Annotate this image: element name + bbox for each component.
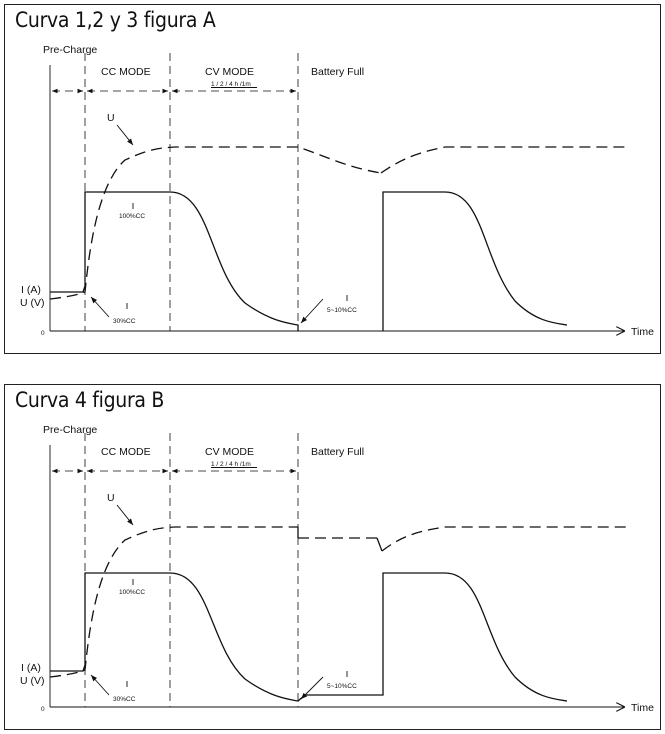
time-axis-label: Time bbox=[631, 326, 654, 338]
voltage-curve bbox=[49, 146, 382, 300]
voltage-curve-recovery bbox=[380, 146, 630, 174]
current-curve bbox=[50, 572, 568, 702]
cc30-pointer bbox=[90, 296, 110, 318]
cc-5-10-label: 5~10%CC bbox=[327, 307, 357, 314]
cc-100-label: 100%CC bbox=[119, 213, 145, 220]
current-axis-label: I (A) bbox=[21, 662, 41, 674]
charging-curve-diagram: Pre-Charge CC MODE CV MODE 1 / 2 / 4 h /… bbox=[20, 44, 654, 338]
voltage-curve bbox=[49, 526, 298, 678]
voltage-axis-label: U (V) bbox=[20, 297, 45, 309]
origin-label: 0 bbox=[41, 706, 45, 713]
cv-time-label: 1 / 2 / 4 h /1m bbox=[211, 81, 251, 88]
u-curve-pointer bbox=[116, 504, 134, 526]
pre-charge-label: Pre-Charge bbox=[43, 424, 97, 436]
panel-title: Curva 1,2 y 3 figura A bbox=[15, 8, 216, 32]
charging-curve-diagram: Pre-Charge CC MODE CV MODE 1 / 2 / 4 h /… bbox=[20, 424, 654, 714]
cc-mode-label: CC MODE bbox=[101, 66, 151, 78]
current-curve-recharge bbox=[382, 191, 568, 331]
cc510-pointer bbox=[300, 298, 324, 324]
cc-30-label: 30%CC bbox=[113, 696, 136, 703]
voltage-axis-label: U (V) bbox=[20, 675, 45, 687]
current-curve bbox=[50, 191, 299, 331]
battery-full-label: Battery Full bbox=[311, 66, 364, 78]
voltage-curve-recovery bbox=[381, 526, 630, 552]
u-curve-label: U bbox=[107, 492, 115, 504]
chart-panel-b: Curva 4 figura B Pre-Charge CC MODE CV M… bbox=[4, 384, 661, 730]
voltage-dip bbox=[376, 537, 383, 552]
cc-100-label: 100%CC bbox=[119, 589, 145, 596]
cc30-pointer bbox=[90, 674, 110, 696]
cc-30-label: 30%CC bbox=[113, 318, 136, 325]
cv-time-label: 1 / 2 / 4 h /1m bbox=[211, 461, 251, 468]
time-axis-label: Time bbox=[631, 702, 654, 714]
origin-label: 0 bbox=[41, 330, 45, 337]
cc-5-10-label: 5~10%CC bbox=[327, 683, 357, 690]
panel-title: Curva 4 figura B bbox=[15, 388, 165, 412]
cv-mode-label: CV MODE bbox=[205, 66, 254, 78]
chart-panel-a: Curva 1,2 y 3 figura A Pre-Charge CC MOD… bbox=[4, 4, 661, 354]
u-curve-pointer bbox=[116, 124, 134, 146]
battery-full-label: Battery Full bbox=[311, 446, 364, 458]
current-axis-label: I (A) bbox=[21, 284, 41, 296]
cv-mode-label: CV MODE bbox=[205, 446, 254, 458]
cc-mode-label: CC MODE bbox=[101, 446, 151, 458]
pre-charge-label: Pre-Charge bbox=[43, 44, 97, 56]
u-curve-label: U bbox=[107, 112, 115, 124]
